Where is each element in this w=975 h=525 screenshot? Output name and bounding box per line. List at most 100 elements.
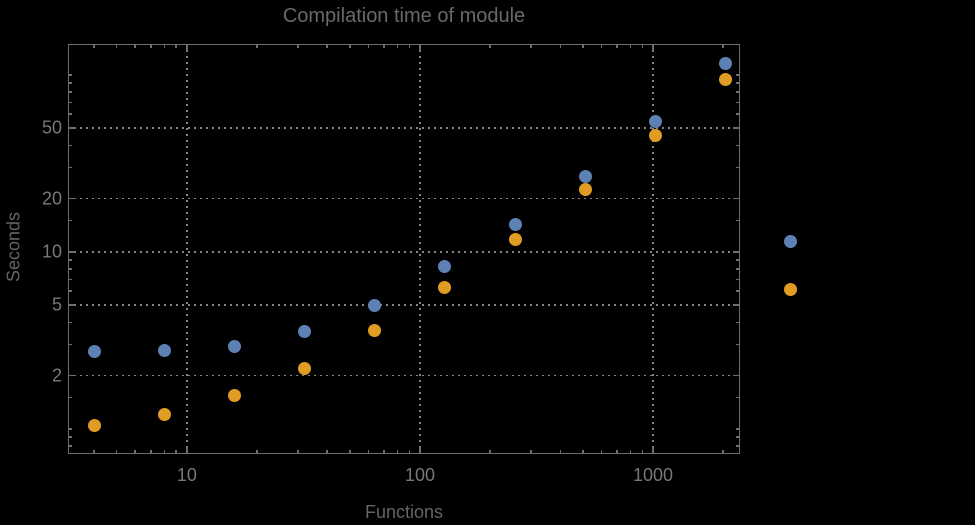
y-axis-label: Seconds xyxy=(3,211,24,283)
y-tick xyxy=(68,343,72,346)
x-tick xyxy=(616,450,618,454)
y-tick xyxy=(68,127,75,129)
x-tick xyxy=(408,450,411,454)
data-point-series-2 xyxy=(157,407,171,421)
y-tick xyxy=(736,166,740,169)
y-tick-label: 20 xyxy=(41,188,62,209)
x-tick xyxy=(600,44,603,48)
y-tick xyxy=(68,396,72,399)
x-tick xyxy=(396,44,399,48)
data-point-series-1 xyxy=(719,57,733,71)
data-point-series-1 xyxy=(508,217,522,231)
x-tick xyxy=(419,44,421,51)
y-tick xyxy=(733,197,740,200)
y-tick xyxy=(736,144,740,147)
y-tick xyxy=(736,445,740,447)
x-tick xyxy=(115,450,118,454)
data-point-series-1 xyxy=(438,259,452,273)
data-point-series-2 xyxy=(648,129,662,143)
y-tick xyxy=(68,278,72,281)
data-point-series-1 xyxy=(87,344,101,358)
x-tick xyxy=(150,450,152,454)
x-tick xyxy=(600,450,603,454)
x-tick xyxy=(186,447,188,454)
y-tick xyxy=(68,321,72,324)
x-tick xyxy=(582,44,584,48)
x-tick xyxy=(652,447,654,454)
x-tick xyxy=(530,450,532,454)
y-tick-label: 50 xyxy=(41,117,62,138)
y-tick xyxy=(736,428,740,430)
y-tick xyxy=(736,278,740,281)
y-gridline xyxy=(68,127,740,129)
plot-frame xyxy=(68,44,740,454)
data-point-series-2 xyxy=(227,388,241,402)
y-tick xyxy=(736,290,740,292)
data-point-series-2 xyxy=(508,232,522,246)
x-tick xyxy=(175,44,177,48)
y-tick xyxy=(68,166,72,169)
data-point-series-2 xyxy=(578,183,592,197)
y-tick xyxy=(736,101,740,104)
x-tick xyxy=(134,450,136,454)
y-tick xyxy=(68,290,72,292)
x-tick xyxy=(186,44,188,51)
x-tick xyxy=(582,450,584,454)
y-tick xyxy=(733,374,740,377)
y-tick xyxy=(733,304,740,306)
y-tick-label: 2 xyxy=(51,365,62,386)
legend-marker-series-2 xyxy=(783,282,797,296)
x-tick xyxy=(396,450,399,454)
x-tick-label: 10 xyxy=(176,465,197,485)
y-tick xyxy=(736,91,740,93)
x-tick xyxy=(383,450,385,454)
y-gridline xyxy=(68,197,740,200)
x-tick xyxy=(641,44,644,48)
y-tick xyxy=(68,251,75,253)
y-tick xyxy=(68,82,72,84)
x-tick xyxy=(349,44,351,48)
y-tick-label: 5 xyxy=(51,294,62,315)
y-tick xyxy=(736,436,740,438)
x-tick xyxy=(419,447,421,454)
y-tick xyxy=(68,91,72,93)
x-tick xyxy=(722,44,724,48)
y-tick xyxy=(736,74,740,76)
y-tick xyxy=(68,268,72,270)
x-tick xyxy=(489,450,491,454)
y-tick xyxy=(733,251,740,253)
x-tick xyxy=(297,450,299,454)
x-tick xyxy=(629,450,632,454)
x-tick xyxy=(722,450,724,454)
data-point-series-1 xyxy=(578,169,592,183)
y-gridline xyxy=(68,374,740,377)
x-tick xyxy=(652,44,654,51)
y-tick xyxy=(68,101,72,104)
data-point-series-1 xyxy=(368,298,382,312)
y-tick xyxy=(736,82,740,84)
x-gridline xyxy=(419,44,421,454)
y-tick xyxy=(733,127,740,129)
data-point-series-2 xyxy=(438,280,452,294)
y-tick xyxy=(736,268,740,270)
x-tick xyxy=(349,450,351,454)
x-tick xyxy=(326,44,328,48)
x-tick xyxy=(559,44,562,48)
x-tick xyxy=(175,450,177,454)
y-tick xyxy=(68,219,72,222)
y-gridline xyxy=(68,251,740,253)
chart-title: Compilation time of module xyxy=(282,5,526,27)
y-tick xyxy=(68,197,75,200)
y-tick xyxy=(68,113,72,115)
y-tick xyxy=(736,259,740,261)
x-tick xyxy=(383,44,385,48)
x-tick xyxy=(150,44,152,48)
y-tick-label: 10 xyxy=(41,241,62,262)
x-tick xyxy=(367,44,369,48)
x-tick xyxy=(134,44,136,48)
legend-marker-series-1 xyxy=(783,234,797,248)
data-point-series-2 xyxy=(719,73,733,87)
x-tick-label: 100 xyxy=(404,465,435,485)
data-point-series-1 xyxy=(227,340,241,354)
y-tick xyxy=(736,396,740,399)
